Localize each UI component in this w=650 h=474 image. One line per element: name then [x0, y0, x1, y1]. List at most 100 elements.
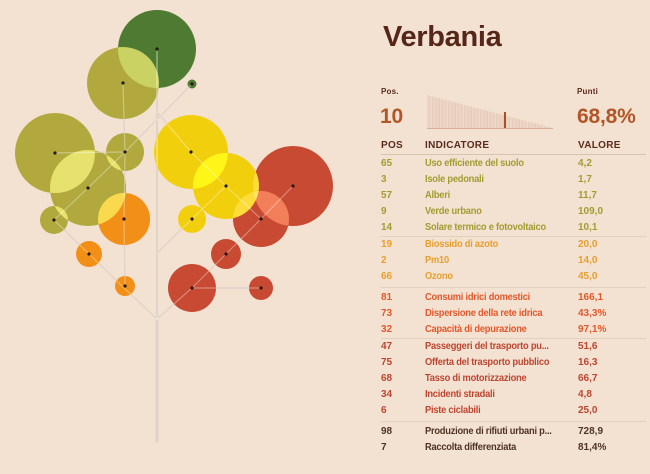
indicator-group: 65 Uso efficiente del suolo 4,2 3 Isole pedo…	[381, 156, 646, 236]
leaf-dot	[121, 81, 125, 85]
table-row: 65 Uso efficiente del suolo 4,2	[381, 156, 646, 172]
leaf-dot	[87, 252, 91, 256]
table-row: 7 Raccolta differenziata 81,4%	[381, 440, 646, 456]
table-row: 68 Tasso di motorizzazione 66,7	[381, 371, 646, 387]
leaf-dot	[155, 47, 159, 51]
row-indicator: Alberi	[425, 190, 450, 201]
table-row: 34 Incidenti stradali 4,8	[381, 387, 646, 403]
indicator-group: 98 Produzione di rifiuti urbani p... 728,9…	[381, 421, 646, 456]
table-row: 98 Produzione di rifiuti urbani p... 728,9	[381, 424, 646, 440]
table-row: 9 Verde urbano 109,0	[381, 204, 646, 220]
row-pos: 32	[381, 324, 393, 335]
leaf-dot	[190, 217, 194, 221]
row-value: 51,6	[578, 341, 598, 352]
row-pos: 14	[381, 222, 393, 233]
table-row: 14 Solare termico e fotovoltaico 10,1	[381, 220, 646, 236]
indicator-table-body: 65 Uso efficiente del suolo 4,2 3 Isole pedo…	[381, 156, 646, 456]
row-pos: 9	[381, 206, 387, 217]
row-pos: 73	[381, 308, 393, 319]
row-indicator: Raccolta differenziata	[425, 442, 517, 453]
leaf-dot	[190, 82, 194, 86]
row-value: 25,0	[578, 405, 598, 416]
tree-branch-highlight	[122, 82, 126, 153]
row-pos: 2	[381, 255, 387, 266]
indicator-group: 81 Consumi idrici domestici 166,1 73 Dispers…	[381, 287, 646, 338]
row-indicator: Passeggeri del trasporto pu...	[425, 341, 549, 352]
table-row: 57 Alberi 11,7	[381, 188, 646, 204]
leaf-dot	[123, 150, 127, 154]
indicator-group: 47 Passeggeri del trasporto pu... 51,6 75 Of…	[381, 338, 646, 419]
table-row: 19 Biossido di azoto 20,0	[381, 237, 646, 253]
right-panel: Verbania Pos. 10 Punti 68,8% POS INDICAT…	[380, 0, 650, 469]
leaf-dot	[224, 184, 228, 188]
row-pos: 68	[381, 373, 393, 384]
row-value: 4,2	[578, 158, 592, 169]
row-indicator: Consumi idrici domestici	[425, 292, 531, 303]
wedge-baseline	[427, 128, 553, 129]
leaf-dot	[53, 151, 57, 155]
row-pos: 47	[381, 341, 393, 352]
tree-branch	[53, 219, 158, 320]
rank-distribution-wedge	[427, 95, 553, 129]
table-row: 81 Consumi idrici domestici 166,1	[381, 290, 646, 306]
table-row: 75 Offerta del trasporto pubblico 16,3	[381, 355, 646, 371]
leaf-dot	[259, 217, 263, 221]
table-row: 47 Passeggeri del trasporto pu... 51,6	[381, 339, 646, 355]
row-pos: 34	[381, 389, 393, 400]
row-value: 16,3	[578, 357, 598, 368]
row-value: 20,0	[578, 239, 598, 250]
row-pos: 6	[381, 405, 387, 416]
row-value: 66,7	[578, 373, 598, 384]
row-value: 45,0	[578, 271, 598, 282]
row-pos: 98	[381, 426, 393, 437]
leaf-dot	[189, 150, 193, 154]
tree-branch-highlight	[53, 219, 158, 320]
row-value: 728,9	[578, 426, 604, 437]
indicator-table-header: POS INDICATORE VALORE	[381, 138, 646, 155]
row-indicator: Isole pedonali	[425, 174, 484, 185]
row-indicator: Biossido di azoto	[425, 239, 499, 250]
row-value: 4,8	[578, 389, 592, 400]
leaf-bubbles	[15, 10, 333, 312]
row-indicator: Piste ciclabili	[425, 405, 481, 416]
row-pos: 7	[381, 442, 387, 453]
row-pos: 65	[381, 158, 393, 169]
row-value: 43,3%	[578, 308, 607, 319]
row-pos: 75	[381, 357, 393, 368]
row-indicator: Verde urbano	[425, 206, 482, 217]
leaf-dot	[52, 218, 56, 222]
table-row: 66 Ozono 45,0	[381, 269, 646, 285]
indicator-group: 19 Biossido di azoto 20,0 2 Pm10 14,0 66 Ozono 4…	[381, 236, 646, 285]
indicator-tree	[15, 10, 333, 443]
row-pos: 66	[381, 271, 393, 282]
leaf-dot	[86, 186, 90, 190]
header-indicator: INDICATORE	[425, 140, 490, 151]
row-value: 166,1	[578, 292, 604, 303]
table-row: 3 Isole pedonali 1,7	[381, 172, 646, 188]
row-value: 14,0	[578, 255, 598, 266]
header-pos: POS	[381, 140, 404, 151]
punti-value: 68,8%	[577, 105, 636, 128]
row-indicator: Incidenti stradali	[425, 389, 495, 400]
row-indicator: Tasso di motorizzazione	[425, 373, 527, 384]
row-pos: 3	[381, 174, 387, 185]
indicator-table: POS INDICATORE VALORE 65 Uso efficiente d…	[381, 138, 646, 456]
row-indicator: Produzione di rifiuti urbani p...	[425, 426, 552, 437]
row-pos: 57	[381, 190, 393, 201]
row-indicator: Solare termico e fotovoltaico	[425, 222, 546, 233]
table-row: 6 Piste ciclabili 25,0	[381, 403, 646, 419]
row-indicator: Ozono	[425, 271, 453, 282]
tree-branch-highlight	[53, 187, 89, 221]
wedge-fill	[427, 95, 553, 128]
row-value: 10,1	[578, 222, 598, 233]
leaf-dot	[291, 184, 295, 188]
leaf-dot	[224, 252, 228, 256]
rank-marker	[504, 112, 506, 128]
tree-branch-highlight	[54, 151, 126, 154]
row-indicator: Capacità di depurazione	[425, 324, 527, 335]
leaf-dot	[190, 286, 194, 290]
pos-value: 10	[380, 105, 403, 128]
row-value: 81,4%	[578, 442, 607, 453]
row-value: 1,7	[578, 174, 592, 185]
